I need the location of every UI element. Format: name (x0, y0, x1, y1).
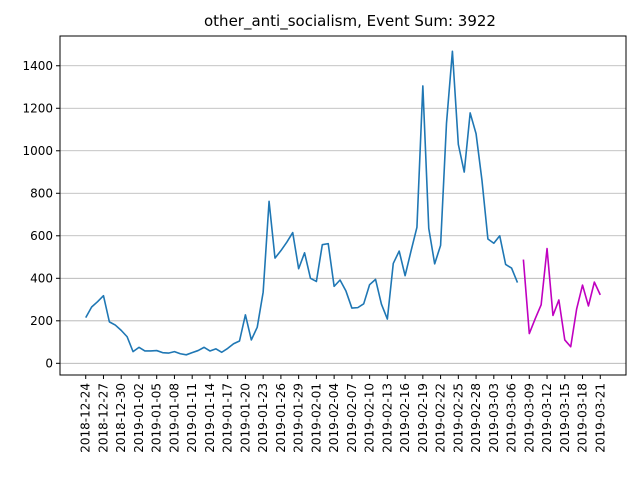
x-tick-label: 2019-01-26 (274, 383, 288, 453)
x-tick-label: 2019-03-09 (522, 383, 536, 453)
x-tick-label: 2019-02-22 (434, 383, 448, 453)
x-tick-label: 2019-01-11 (185, 383, 199, 453)
x-tick-label: 2019-01-05 (150, 383, 164, 453)
x-tick-label: 2019-02-01 (309, 383, 323, 453)
x-tick-label: 2019-03-21 (593, 383, 607, 453)
x-tick-label: 2018-12-27 (96, 383, 110, 453)
x-tick-label: 2019-01-14 (203, 383, 217, 453)
x-tick-label: 2018-12-24 (79, 383, 93, 453)
y-tick-label: 1400 (22, 59, 53, 73)
x-tick-label: 2019-01-08 (167, 383, 181, 453)
x-tick-label: 2019-01-23 (256, 383, 270, 453)
x-tick-label: 2019-01-17 (221, 383, 235, 453)
y-tick-label: 600 (30, 229, 53, 243)
x-tick-label: 2018-12-30 (114, 383, 128, 453)
plot-frame (59, 35, 627, 376)
x-tick-label: 2019-02-19 (416, 383, 430, 453)
x-tick-label: 2019-02-16 (398, 383, 412, 453)
y-tick-label: 0 (45, 356, 53, 370)
x-tick-label: 2019-03-03 (487, 383, 501, 453)
x-tick-label: 2019-03-06 (505, 383, 519, 453)
x-tick-label: 2019-02-13 (380, 383, 394, 453)
x-tick-label: 2019-03-18 (576, 383, 590, 453)
x-tick-label: 2019-02-04 (327, 383, 341, 453)
y-tick-label: 800 (30, 186, 53, 200)
y-tick-label: 200 (30, 314, 53, 328)
series-lines (85, 50, 601, 356)
y-tick-label: 1200 (22, 101, 53, 115)
x-tick-label: 2019-01-29 (292, 383, 306, 453)
x-tick-label: 2019-01-20 (238, 383, 252, 453)
x-tick-label: 2019-03-15 (558, 383, 572, 453)
x-tick-label: 2019-01-02 (132, 383, 146, 453)
gridlines (60, 65, 626, 364)
x-tick-label: 2019-02-07 (345, 383, 359, 453)
x-tick-label: 2019-02-25 (451, 383, 465, 453)
series-line-1 (85, 50, 519, 356)
x-axis: 2018-12-24 2018-12-27 2018-12-30 2019-01-02… (79, 375, 607, 453)
y-tick-label: 400 (30, 271, 53, 285)
series-line-2 (522, 247, 601, 348)
y-axis: 0 200 400 600 800 1000 1200 1400 (22, 59, 60, 370)
chart-title: other_anti_socialism, Event Sum: 3922 (204, 12, 496, 31)
y-tick-label: 1000 (22, 144, 53, 158)
x-tick-label: 2019-03-12 (540, 383, 554, 453)
x-tick-label: 2019-02-10 (363, 383, 377, 453)
x-tick-label: 2019-02-28 (469, 383, 483, 453)
